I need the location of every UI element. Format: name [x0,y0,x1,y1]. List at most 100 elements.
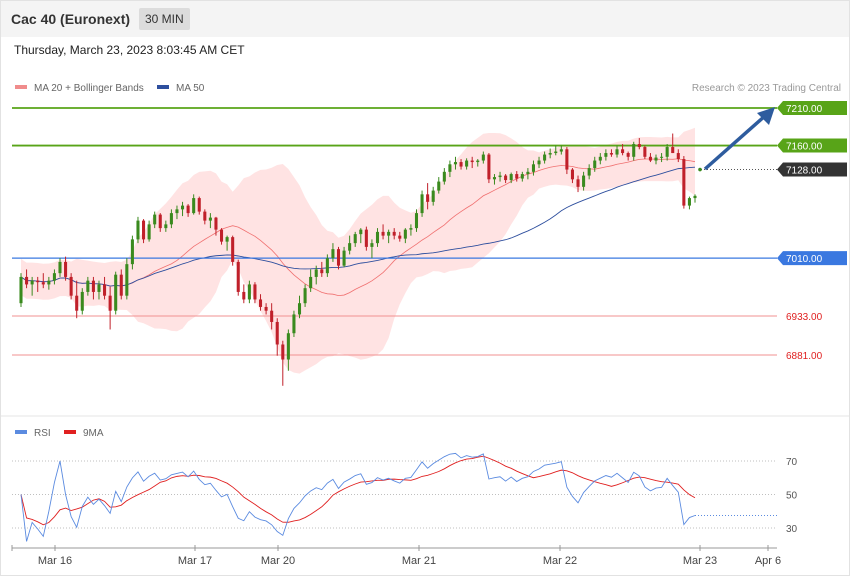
candle-body [487,154,491,180]
candle [654,154,658,165]
candle [292,310,296,337]
candle [231,235,235,266]
candle [36,276,40,292]
candle-body [470,160,474,163]
candle-body [286,333,290,360]
candle [437,177,441,194]
rsi-tick-label: 50 [786,491,798,502]
candle [515,171,519,182]
candle [80,288,84,315]
candle [621,144,625,156]
candle-body [442,171,446,182]
candle [264,303,268,315]
candle-body [559,149,563,152]
candle-body [453,162,458,165]
candle-body [91,280,95,292]
candle [164,220,168,232]
x-tick-label: Mar 16 [38,555,72,567]
candle [476,159,480,167]
candle [147,220,151,242]
x-tick-label: Mar 17 [178,555,212,567]
candle [392,228,396,240]
rsi-tick-label: 30 [786,524,798,535]
candle-body [175,209,179,214]
candle [381,224,385,240]
candle-body [97,284,101,292]
candle-body [186,205,190,214]
ma50-line [20,166,696,287]
candle [119,269,123,300]
candle-body [481,154,485,161]
candle [181,201,185,217]
candle-body [181,205,185,210]
candle-body [604,153,608,157]
candle [598,153,602,165]
forecast-arrow [703,107,775,171]
candle [582,171,586,191]
candle-body [682,159,686,206]
candle-body [526,171,530,175]
candle-body [130,239,134,265]
candle-body [476,160,480,163]
candle-body [147,224,151,240]
candle-body [665,147,669,157]
x-tick-label: Apr 6 [755,555,781,567]
candle-body [576,179,580,187]
candle-body [364,229,368,247]
candle [559,145,563,155]
candle [169,209,173,229]
last-price-dot [698,167,702,172]
candle [403,228,407,244]
candle-body [192,198,196,214]
candle [509,172,513,184]
level-label: 7160.00 [786,142,823,153]
candle [459,159,463,170]
candle-body [554,151,558,154]
candle-body [515,174,519,179]
candle-body [637,144,641,148]
candle [86,276,90,296]
candle-body [353,234,357,244]
candle [309,269,313,292]
candle-body [609,153,613,155]
candle-body [258,299,263,307]
legend-ma50-swatch [157,85,169,89]
candle-body [247,284,251,300]
candle [125,258,129,300]
rsi-legend: RSI 9MA [15,428,104,439]
candle-body [158,214,162,229]
candle-body [80,291,84,311]
chart-header: Cac 40 (Euronext) 30 MIN [1,1,849,37]
interval-button[interactable]: 30 MIN [139,8,190,30]
legend-rsi-swatch [15,430,27,434]
x-tick-label: Mar 23 [683,555,717,567]
candle-body [253,284,257,300]
candle-body [208,217,212,221]
candle-body [359,229,363,235]
legend-ma20-label: MA 20 + Bollinger Bands [34,83,144,94]
candle-body [459,162,463,167]
candle [615,145,619,158]
candle [420,190,424,217]
candle [336,246,341,270]
candle-body [632,144,636,157]
candle-body [30,280,34,285]
candle [331,243,335,262]
candle [47,276,51,290]
candle-body [236,261,240,292]
candle [208,213,212,229]
candle [325,254,329,277]
candle [153,211,157,229]
candle [375,228,380,247]
candle [409,224,413,236]
candle-body [214,217,218,230]
candle [52,269,56,285]
candle-body [504,175,508,181]
candle-body [654,157,658,161]
candle [69,273,73,300]
candle [108,286,112,330]
candle-body [387,231,391,236]
candle-body [687,198,691,206]
candle [492,174,497,185]
candle-body [403,229,407,239]
